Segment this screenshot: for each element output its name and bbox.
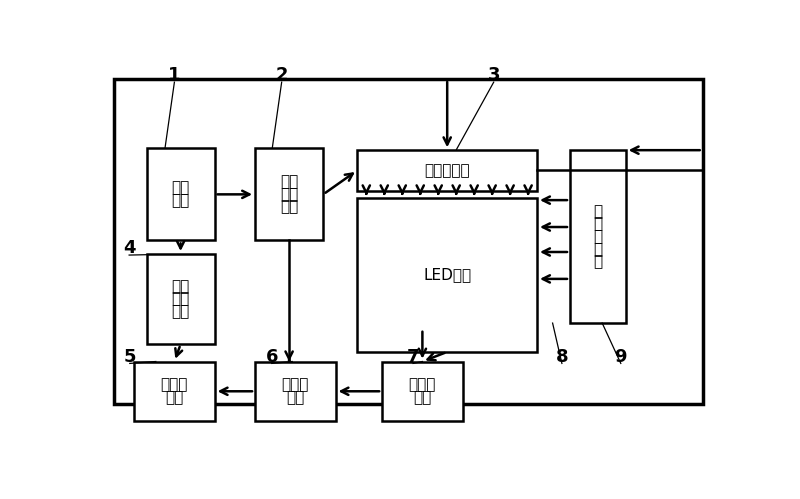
Text: 8: 8 xyxy=(555,347,568,365)
Text: 亮度: 亮度 xyxy=(414,390,431,405)
Text: 6: 6 xyxy=(266,347,278,365)
Text: 数据: 数据 xyxy=(166,390,183,405)
Text: 列驱动模块: 列驱动模块 xyxy=(424,163,470,178)
Bar xyxy=(146,254,214,344)
Text: 处理器: 处理器 xyxy=(161,377,188,392)
Text: 模块: 模块 xyxy=(171,181,190,196)
Bar xyxy=(382,361,462,421)
Text: 模块: 模块 xyxy=(171,279,190,294)
Text: 动: 动 xyxy=(594,229,602,244)
Text: 1: 1 xyxy=(168,66,181,84)
Bar xyxy=(358,198,537,352)
Text: 块: 块 xyxy=(594,204,602,219)
Text: 4: 4 xyxy=(123,239,135,257)
Text: 3: 3 xyxy=(487,66,500,84)
Text: 7: 7 xyxy=(407,347,419,365)
Bar xyxy=(134,361,214,421)
Text: 检测仪: 检测仪 xyxy=(409,377,436,392)
Text: 电流: 电流 xyxy=(280,200,298,215)
Text: 2: 2 xyxy=(275,66,288,84)
Text: 5: 5 xyxy=(123,347,136,365)
Bar xyxy=(570,150,626,323)
Text: 检测: 检测 xyxy=(280,187,298,202)
Text: 电源: 电源 xyxy=(171,193,190,208)
Text: 存储器: 存储器 xyxy=(282,377,309,392)
Text: 处理: 处理 xyxy=(171,291,190,306)
Bar xyxy=(255,361,336,421)
Text: 9: 9 xyxy=(614,347,627,365)
Bar xyxy=(358,150,537,191)
Bar xyxy=(255,148,323,241)
Text: 行: 行 xyxy=(594,254,602,269)
Bar xyxy=(146,148,214,241)
Text: 驱: 驱 xyxy=(594,242,602,257)
Bar xyxy=(114,79,702,404)
Text: 模块: 模块 xyxy=(280,174,298,189)
Text: 模: 模 xyxy=(594,217,602,232)
Text: 数据: 数据 xyxy=(286,390,305,405)
Text: LED阵列: LED阵列 xyxy=(423,267,471,282)
Text: 信号: 信号 xyxy=(171,304,190,319)
